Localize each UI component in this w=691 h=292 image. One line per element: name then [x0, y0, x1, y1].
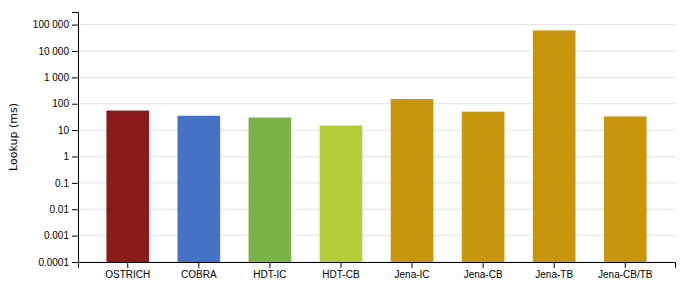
- grid-line: [78, 209, 675, 210]
- x-tick-label: HDT-IC: [253, 269, 286, 280]
- y-tick-mark: [72, 104, 78, 105]
- bar: [604, 116, 647, 262]
- y-tick-mark: [72, 25, 78, 26]
- x-tick: Jena-CB: [464, 262, 503, 280]
- bar: [391, 99, 434, 262]
- grid: [78, 25, 675, 262]
- x-tick-label: COBRA: [181, 269, 217, 280]
- y-tick-mark: [72, 51, 78, 52]
- y-tick-label: 0.0001: [38, 257, 69, 268]
- y-tick: 0.1: [55, 178, 78, 189]
- x-tick-mark: [198, 262, 199, 268]
- y-tick-label: 100 000: [33, 19, 70, 30]
- x-tick: Jena-IC: [395, 262, 430, 280]
- x-tick-label: OSTRICH: [105, 269, 150, 280]
- x-axis: OSTRICH COBRA HDT-IC HDT-CB Jena-IC Jena-CB Je…: [79, 262, 676, 280]
- grid-line: [78, 24, 675, 25]
- bar: [178, 116, 221, 262]
- y-tick: 0.01: [50, 204, 78, 215]
- x-tick: Jena-TB: [535, 262, 573, 280]
- y-tick: 10: [58, 125, 78, 136]
- y-tick: 10 000: [38, 46, 78, 57]
- x-tick: COBRA: [181, 262, 217, 280]
- y-axis-title: Lookup (ms): [7, 103, 20, 171]
- x-tick-label: HDT-CB: [322, 269, 360, 280]
- y-tick: 100 000: [33, 19, 78, 30]
- bar: [249, 118, 292, 262]
- plot: OSTRICH COBRA HDT-IC HDT-CB Jena-IC Jena-CB Je…: [33, 13, 676, 281]
- y-tick: 1: [63, 151, 78, 162]
- y-tick-label: 0.01: [50, 204, 70, 215]
- x-tick-mark: [340, 262, 341, 268]
- grid-line: [78, 182, 675, 183]
- y-tick-mark: [72, 130, 78, 131]
- grid-line: [78, 77, 675, 78]
- grid-line: [78, 235, 675, 236]
- y-tick-label: 1 000: [44, 72, 69, 83]
- bar: [320, 125, 363, 262]
- y-tick-label: 100: [52, 98, 69, 109]
- x-tick: OSTRICH: [105, 262, 150, 280]
- bar: [533, 30, 576, 262]
- y-tick: 1 000: [44, 72, 78, 83]
- x-tick-mark: [269, 262, 270, 268]
- x-tick-mark: [625, 262, 626, 268]
- x-tick-mark: [483, 262, 484, 268]
- bar: [462, 112, 505, 262]
- x-tick-label: Jena-TB: [535, 269, 573, 280]
- y-tick-mark: [72, 156, 78, 157]
- x-tick: HDT-CB: [322, 262, 360, 280]
- y-tick-mark: [72, 209, 78, 210]
- bars: [106, 30, 646, 262]
- y-tick-label: 1: [63, 151, 69, 162]
- x-axis-line: [79, 263, 676, 269]
- y-tick: 0.0001: [38, 257, 78, 268]
- grid-line: [78, 103, 675, 104]
- x-tick-label: Jena-IC: [395, 269, 430, 280]
- grid-line: [78, 130, 675, 131]
- y-tick-label: 0.001: [44, 230, 69, 241]
- y-tick-mark: [72, 183, 78, 184]
- y-axis-line: [72, 13, 79, 263]
- y-tick-mark: [72, 262, 78, 263]
- x-tick-label: Jena-CB: [464, 269, 503, 280]
- x-tick-mark: [127, 262, 128, 268]
- y-axis: 0.0001 0.001 0.01 0.1 1 10 100 1 000 10 000 100 0…: [33, 13, 79, 268]
- x-tick: HDT-IC: [253, 262, 286, 280]
- y-tick-label: 0.1: [55, 178, 69, 189]
- x-tick: Jena-CB/TB: [598, 262, 653, 280]
- y-tick-mark: [72, 77, 78, 78]
- x-tick-mark: [554, 262, 555, 268]
- x-tick-mark: [412, 262, 413, 268]
- y-tick-mark: [72, 236, 78, 237]
- grid-line: [78, 156, 675, 157]
- y-tick-label: 10 000: [38, 46, 69, 57]
- y-tick: 0.001: [44, 230, 78, 241]
- chart: OSTRICH COBRA HDT-IC HDT-CB Jena-IC Jena-CB Je…: [0, 0, 691, 292]
- y-tick-label: 10: [58, 125, 70, 136]
- y-tick: 100: [52, 98, 78, 109]
- grid-line: [78, 50, 675, 51]
- bar: [106, 111, 149, 262]
- x-tick-label: Jena-CB/TB: [598, 269, 653, 280]
